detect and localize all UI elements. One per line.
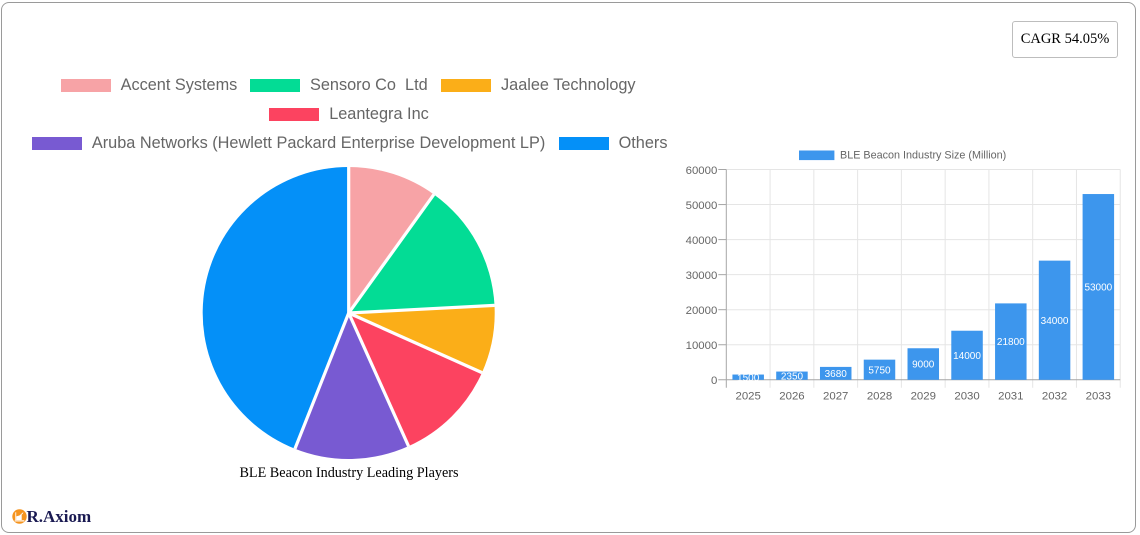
svg-text:10000: 10000 — [686, 340, 718, 352]
svg-text:34000: 34000 — [1041, 316, 1069, 327]
svg-text:2029: 2029 — [911, 391, 936, 403]
svg-text:5750: 5750 — [868, 365, 891, 376]
svg-text:2350: 2350 — [781, 371, 804, 382]
svg-text:2025: 2025 — [736, 391, 761, 403]
svg-text:9000: 9000 — [912, 360, 935, 371]
svg-text:2026: 2026 — [779, 391, 804, 403]
svg-text:2027: 2027 — [823, 391, 848, 403]
svg-text:40000: 40000 — [686, 235, 718, 247]
svg-text:50000: 50000 — [686, 200, 718, 212]
svg-text:21800: 21800 — [997, 337, 1025, 348]
svg-text:0: 0 — [711, 375, 717, 387]
svg-text:60000: 60000 — [686, 165, 718, 177]
svg-text:1500: 1500 — [737, 373, 760, 384]
svg-text:20000: 20000 — [686, 305, 718, 317]
svg-text:30000: 30000 — [686, 270, 718, 282]
svg-text:2028: 2028 — [867, 391, 892, 403]
svg-text:2030: 2030 — [954, 391, 979, 403]
svg-text:3680: 3680 — [825, 369, 848, 380]
svg-text:14000: 14000 — [953, 351, 981, 362]
svg-text:2032: 2032 — [1042, 391, 1067, 403]
svg-text:53000: 53000 — [1084, 283, 1112, 294]
svg-text:2033: 2033 — [1086, 391, 1111, 403]
svg-text:2031: 2031 — [998, 391, 1023, 403]
svg-text:BLE Beacon Industry Size (Mill: BLE Beacon Industry Size (Million) — [840, 150, 1006, 162]
